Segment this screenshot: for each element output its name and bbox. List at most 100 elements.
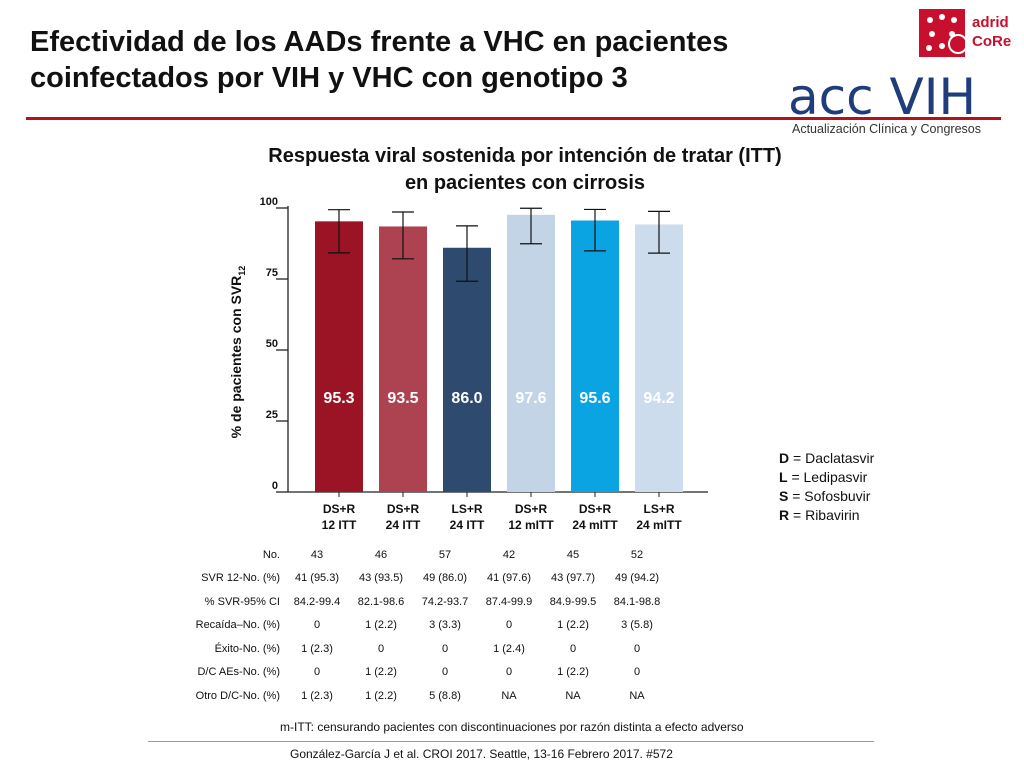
x-tick-label-line2: 24 mITT [572, 518, 618, 532]
bar-value-label: 95.3 [323, 390, 354, 407]
abbr-item: S = Sofosbuvir [779, 488, 871, 504]
table-cell: 1 (2.2) [365, 666, 397, 679]
table-cell: 0 [505, 619, 513, 632]
madrid-star-icon [919, 9, 968, 57]
abbr-item: R = Ribavirin [779, 507, 860, 523]
table-cell: 1 (2.3) [301, 689, 333, 702]
abbr-item: L = Ledipasvir [779, 469, 868, 485]
table-cell: 43 [310, 548, 324, 561]
y-tick-label: 0 [272, 480, 278, 492]
bar-value-label: 86.0 [451, 390, 482, 407]
table-row-label: D/C AEs-No. (%) [197, 666, 280, 679]
table-cell: 52 [630, 548, 644, 561]
y-tick-label: 25 [266, 409, 278, 421]
slide-title-line2: coinfectados por VIH y VHC con genotipo … [30, 62, 628, 94]
y-axis-label: % de pacientes con SVR12 [228, 266, 247, 439]
table-cell: 1 (2.3) [301, 642, 333, 655]
citation: González-García J et al. CROI 2017. Seat… [290, 747, 673, 761]
bar [635, 224, 683, 493]
y-axis-label-subscript: 12 [237, 266, 247, 276]
y-tick-label: 100 [260, 196, 278, 208]
table-row: Recaída–No. (%) 0 1 (2.2) 3 (3.3) 0 1 (2.2) 3 … [160, 614, 669, 638]
table-cell: 42 [502, 548, 516, 561]
x-tick-label-line2: 24 ITT [450, 518, 485, 532]
x-tick-label-line1: DS+R [515, 502, 548, 516]
table-cell: 84.2-99.4 [293, 595, 341, 608]
table-row: Otro D/C-No. (%) 1 (2.3) 1 (2.2) 5 (8.8) NA N… [160, 684, 669, 708]
x-tick-label-line1: LS+R [451, 502, 482, 516]
table-row: % SVR-95% CI 84.2-99.4 82.1-98.6 74.2-93.7 8… [160, 590, 669, 614]
acc-vih-subtitle: Actualización Clínica y Congresos [792, 122, 981, 136]
title-divider [26, 117, 1001, 120]
table-cell: 41 (97.6) [486, 572, 532, 585]
table-cell: 46 [374, 548, 388, 561]
table-cell: 0 [505, 666, 513, 679]
core-logo-text: CoRe [972, 33, 1012, 50]
table-cell: 1 (2.2) [365, 619, 397, 632]
table-cell: 87.4-99.9 [485, 595, 533, 608]
table-cell: 1 (2.2) [557, 666, 589, 679]
table-row-label: Otro D/C-No. (%) [195, 689, 280, 702]
table-cell: 74.2-93.7 [421, 595, 469, 608]
x-tick-label-line1: LS+R [643, 502, 674, 516]
x-tick-label-line2: 12 ITT [322, 518, 357, 532]
table-cell: 49 (94.2) [614, 572, 660, 585]
table-cell: 45 [566, 548, 580, 561]
x-tick-label-line1: DS+R [579, 502, 612, 516]
slide-title: Efectividad de los AADs frente a VHC en … [30, 24, 770, 96]
madrid-core-logo: adrid CoRe [918, 8, 1018, 60]
chart-title-line2: en pacientes con cirrosis [404, 172, 646, 194]
table-cell: 1 (2.2) [557, 619, 589, 632]
abbreviations-legend: D = Daclatasvir L = Ledipasvir S = Sofos… [779, 449, 874, 525]
y-tick-label: 50 [266, 338, 278, 350]
table-row-label: Recaída–No. (%) [195, 619, 280, 632]
footer-divider [148, 741, 874, 742]
y-axis-label-text: % de pacientes con SVR [228, 276, 244, 439]
table-cell: 0 [441, 666, 449, 679]
table-cell: 43 (97.7) [550, 572, 596, 585]
table-cell: 3 (5.8) [621, 619, 653, 632]
slide-title-line1: Efectividad de los AADs frente a VHC en … [30, 26, 729, 58]
x-tick-label-line1: DS+R [387, 502, 420, 516]
bar [379, 226, 427, 492]
table-cell: 0 [633, 666, 641, 679]
table-cell: NA [629, 689, 645, 702]
table-row-label: Éxito-No. (%) [214, 642, 280, 655]
table-cell: 43 (93.5) [358, 572, 404, 585]
bar-value-label: 97.6 [515, 390, 546, 407]
table-cell: 0 [313, 619, 321, 632]
x-tick-label-line2: 24 mITT [636, 518, 682, 532]
table-cell: 84.1-98.8 [613, 595, 661, 608]
x-tick-label-line2: 12 mITT [508, 518, 554, 532]
table-header-row: No. 43 46 57 42 45 52 [160, 543, 669, 567]
table-cell: 0 [377, 642, 385, 655]
table-row: Éxito-No. (%) 1 (2.3) 0 0 1 (2.4) 0 0 [160, 637, 669, 661]
table-row-label: No. [262, 548, 280, 561]
bar [315, 221, 363, 492]
acc-vih-main-text: acc VIH [788, 70, 976, 122]
acc-vih-logo: acc VIH Actualización Clínica y Congreso… [788, 68, 1003, 140]
chart-title-line1: Respuesta viral sostenida por intención … [268, 145, 782, 167]
table-row-label: SVR 12-No. (%) [201, 572, 280, 585]
x-tick-label-line1: DS+R [323, 502, 356, 516]
table-cell: 0 [633, 642, 641, 655]
table-cell: NA [565, 689, 581, 702]
bar [507, 214, 555, 493]
bar [443, 247, 491, 492]
x-tick-label-line2: 24 ITT [386, 518, 421, 532]
table-cell: 41 (95.3) [294, 572, 340, 585]
results-table: No. 43 46 57 42 45 52 SVR 12-No. (%) 41 (95.3) 43… [160, 543, 669, 708]
table-cell: NA [501, 689, 517, 702]
table-row-label: % SVR-95% CI [204, 595, 280, 608]
table-row: D/C AEs-No. (%) 0 1 (2.2) 0 0 1 (2.2) 0 [160, 661, 669, 685]
table-cell: 1 (2.2) [365, 689, 397, 702]
table-cell: 49 (86.0) [422, 572, 468, 585]
table-cell: 82.1-98.6 [357, 595, 405, 608]
table-cell: 0 [441, 642, 449, 655]
table-cell: 3 (3.3) [429, 619, 461, 632]
table-cell: 5 (8.8) [429, 689, 461, 702]
bar-value-label: 95.6 [579, 390, 610, 407]
table-cell: 0 [313, 666, 321, 679]
abbr-item: D = Daclatasvir [779, 450, 875, 466]
